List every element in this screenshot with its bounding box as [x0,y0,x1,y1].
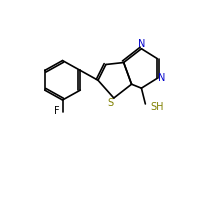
Text: N: N [138,39,145,49]
Text: S: S [108,98,114,108]
Text: N: N [158,73,165,83]
Text: F: F [54,106,60,116]
Text: SH: SH [150,102,164,112]
